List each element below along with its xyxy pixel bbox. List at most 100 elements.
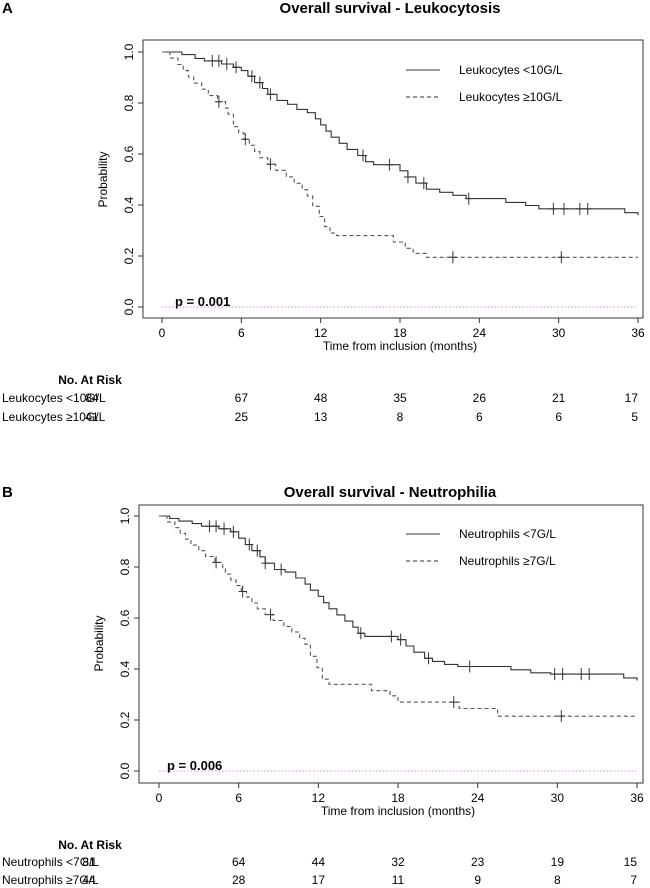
risk-table: No. At Risk Neutrophils <7G/L81 64 44 32 23 19… [2,838,637,887]
survival-curve-solid [159,515,638,681]
y-tick-label: 0.0 [122,298,136,315]
censor-mark [245,538,254,551]
risk-count: 81 [82,855,96,869]
y-axis-label: Probability [96,151,110,207]
survival-curve-dashed [162,51,638,258]
censor-mark [212,520,221,533]
y-tick-label: 1.0 [122,43,136,60]
censor-mark [550,668,559,681]
censor-mark [261,557,270,570]
risk-count: 15 [624,855,638,869]
x-tick-label: 0 [159,326,166,340]
legend-entry: Leukocytes ≥10G/L [459,90,563,104]
risk-count: 26 [473,391,487,405]
panel-label: B [2,484,13,501]
x-tick-label: 6 [238,326,245,340]
chart-title: Overall survival - Neutrophilia [284,484,497,501]
y-tick-label: 0.8 [118,558,132,575]
x-tick-label: 6 [235,791,242,805]
plot-frame [142,39,644,319]
risk-count: 41 [85,410,99,424]
censor-mark [549,202,558,215]
risk-count: 11 [392,873,405,887]
risk-row-label: Leukocytes <10G/L [2,391,106,405]
x-tick-label: 36 [630,791,644,805]
censor-mark [358,149,367,162]
censor-mark [424,652,433,665]
censor-mark [266,608,275,621]
censor-mark [255,76,264,89]
series-1 [162,51,638,264]
risk-row-label: Neutrophils ≥7G/L [2,873,99,887]
risk-count: 5 [631,410,638,424]
x-tick-label: 30 [551,791,565,805]
censor-mark [557,251,566,264]
p-value-annotation: p = 0.001 [175,294,230,309]
survival-panel-a: A Overall survival - Leukocytosis 0 6 12 18 24… [2,0,645,424]
risk-count: 7 [630,873,637,887]
y-tick-label: 0.4 [118,660,132,677]
censor-mark [585,668,594,681]
p-value-annotation: p = 0.006 [167,758,222,773]
x-tick-label: 12 [314,326,328,340]
censor-mark [448,251,457,264]
censor-mark [229,525,238,538]
censor-mark [266,88,275,101]
chart-title: Overall survival - Leukocytosis [280,0,501,17]
x-axis-label: Time from inclusion (months) [323,339,477,353]
risk-count: 8 [397,410,404,424]
x-tick-label: 12 [312,791,326,805]
risk-count: 6 [555,410,562,424]
censor-mark [575,202,584,215]
survival-panel-b: B Overall survival - Neutrophilia 0 6 12 18 24… [2,484,644,887]
risk-count: 67 [235,391,249,405]
panel-label: A [2,0,13,17]
censor-mark [277,563,286,576]
legend-entry: Leukocytes <10G/L [459,63,563,77]
y-tick-label: 0.6 [122,145,136,162]
censor-mark [241,133,250,146]
series-1 [159,515,637,723]
risk-count: 64 [232,855,246,869]
risk-count: 21 [552,391,566,405]
risk-table-header: No. At Risk [58,373,122,387]
risk-table-header: No. At Risk [58,838,122,852]
risk-table: No. At Risk Leukocytes <10G/L84 67 48 35 26 21… [2,373,638,424]
y-tick-label: 0.2 [122,247,136,264]
y-tick-label: 1.0 [118,507,132,524]
censor-mark [387,630,396,643]
x-axis-label: Time from inclusion (months) [321,804,475,818]
y-tick-label: 0.2 [118,711,132,728]
risk-count: 48 [314,391,328,405]
x-tick-label: 30 [552,326,566,340]
risk-count: 23 [471,855,485,869]
risk-count: 35 [393,391,407,405]
censor-mark [214,54,223,67]
risk-count: 19 [551,855,565,869]
censor-mark [247,70,256,83]
risk-count: 9 [474,873,481,887]
censor-mark [253,544,262,557]
y-axis-label: Probability [92,615,106,671]
censor-mark [558,668,567,681]
censor-mark [396,633,405,646]
censor-mark [419,177,428,190]
risk-count: 44 [312,855,326,869]
x-tick-label: 18 [391,791,405,805]
censor-mark [559,202,568,215]
censor-mark [403,170,412,183]
y-tick-label: 0.4 [122,196,136,213]
censor-mark [385,158,394,171]
censor-mark [557,710,566,723]
risk-count: 6 [476,410,483,424]
censor-mark [356,627,365,640]
survival-curve-dashed [159,515,637,717]
censor-mark [464,192,473,205]
censor-mark [232,61,241,74]
risk-row-label: Neutrophils <7G/L [2,855,99,869]
legend-entry: Neutrophils ≥7G/L [459,554,556,568]
legend: Leukocytes <10G/L Leukocytes ≥10G/L [406,63,563,104]
x-tick-label: 24 [471,791,485,805]
censor-mark [238,585,247,598]
